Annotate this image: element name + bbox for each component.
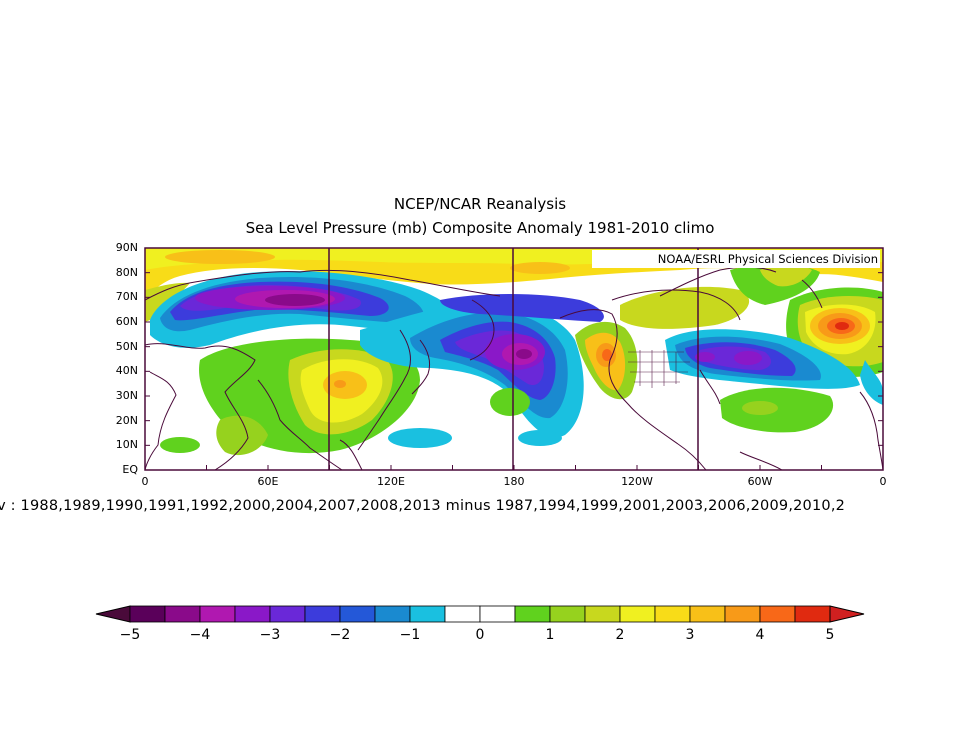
- lon-tick-label: 180: [503, 475, 525, 488]
- colorbar-tick-label: −1: [399, 627, 421, 643]
- lon-tick-label: 120W: [621, 475, 653, 488]
- colorbar-tick-label: 4: [755, 627, 765, 643]
- colorbar-swatch: [584, 605, 621, 623]
- colorbar-swatch: [199, 605, 236, 623]
- borders: [628, 350, 690, 388]
- colorbar-tick-label: 1: [545, 627, 555, 643]
- colorbar-swatch: [234, 605, 271, 623]
- colorbar-swatch: [374, 605, 411, 623]
- colorbar-swatch: [514, 605, 551, 623]
- colorbar-swatch: [654, 605, 691, 623]
- colorbar-tick-label: −2: [329, 627, 351, 643]
- coastlines: [145, 266, 883, 470]
- colorbar-swatch: [479, 605, 516, 623]
- colorbar-swatch: [269, 605, 306, 623]
- lon-tick-label: 120E: [377, 475, 405, 488]
- colorbar-tick-label: −4: [189, 627, 211, 643]
- lat-tick-label: 10N: [115, 438, 138, 452]
- axis-ticks: [144, 247, 884, 471]
- chart-title: NCEP/NCAR Reanalysis: [393, 195, 567, 213]
- colorbar-swatch: [794, 605, 831, 623]
- lat-tick-label: 60N: [115, 315, 138, 328]
- colorbar-swatch: [689, 605, 726, 623]
- colorbar-tick-label: 2: [615, 627, 625, 643]
- colorbar-swatch: [759, 605, 796, 623]
- lat-tick-label: 20N: [115, 413, 138, 427]
- colorbar-tick-label: 0: [475, 627, 485, 643]
- lat-tick-label: 80N: [115, 265, 138, 279]
- lat-tick-label: 90N: [115, 241, 138, 254]
- colorbar-swatch: [549, 605, 586, 623]
- colorbar-tick-label: 3: [685, 627, 695, 643]
- colorbar-under-arrow: [95, 605, 131, 623]
- anomaly-fields: [145, 248, 883, 470]
- lon-tick-label: 0: [879, 475, 887, 488]
- colorbar-tick-label: −3: [259, 627, 281, 643]
- colorbar-tick-label: −5: [119, 627, 141, 643]
- lat-tick-label: 40N: [115, 364, 138, 378]
- colorbar-over-arrow: [829, 605, 865, 623]
- colorbar-swatch: [619, 605, 656, 623]
- lon-tick-label: 60W: [747, 475, 773, 488]
- chart-subtitle: Sea Level Pressure (mb) Composite Anomal…: [245, 219, 715, 237]
- lon-tick-label: 60E: [257, 475, 279, 488]
- colorbar: [95, 605, 865, 623]
- colorbar-swatch: [409, 605, 446, 623]
- colorbar-swatch: [444, 605, 481, 623]
- colorbar-swatch: [724, 605, 761, 623]
- colorbar-swatch: [129, 605, 166, 623]
- lat-tick-label: 30N: [115, 389, 138, 402]
- lat-tick-label: 70N: [115, 290, 138, 304]
- composite-caption: ov : 1988,1989,1990,1991,1992,2000,2004,…: [0, 498, 846, 514]
- colorbar-swatch: [164, 605, 201, 623]
- colorbar-swatch: [339, 605, 376, 623]
- colorbar-swatch: [304, 605, 341, 623]
- meridian-lines: [328, 248, 699, 470]
- colorbar-tick-label: 5: [825, 627, 835, 643]
- lat-tick-label: EQ: [122, 463, 138, 476]
- lon-tick-label: 0: [141, 475, 149, 488]
- lat-tick-label: 50N: [115, 339, 138, 353]
- credit-label: NOAA/ESRL Physical Sciences Division: [592, 250, 880, 268]
